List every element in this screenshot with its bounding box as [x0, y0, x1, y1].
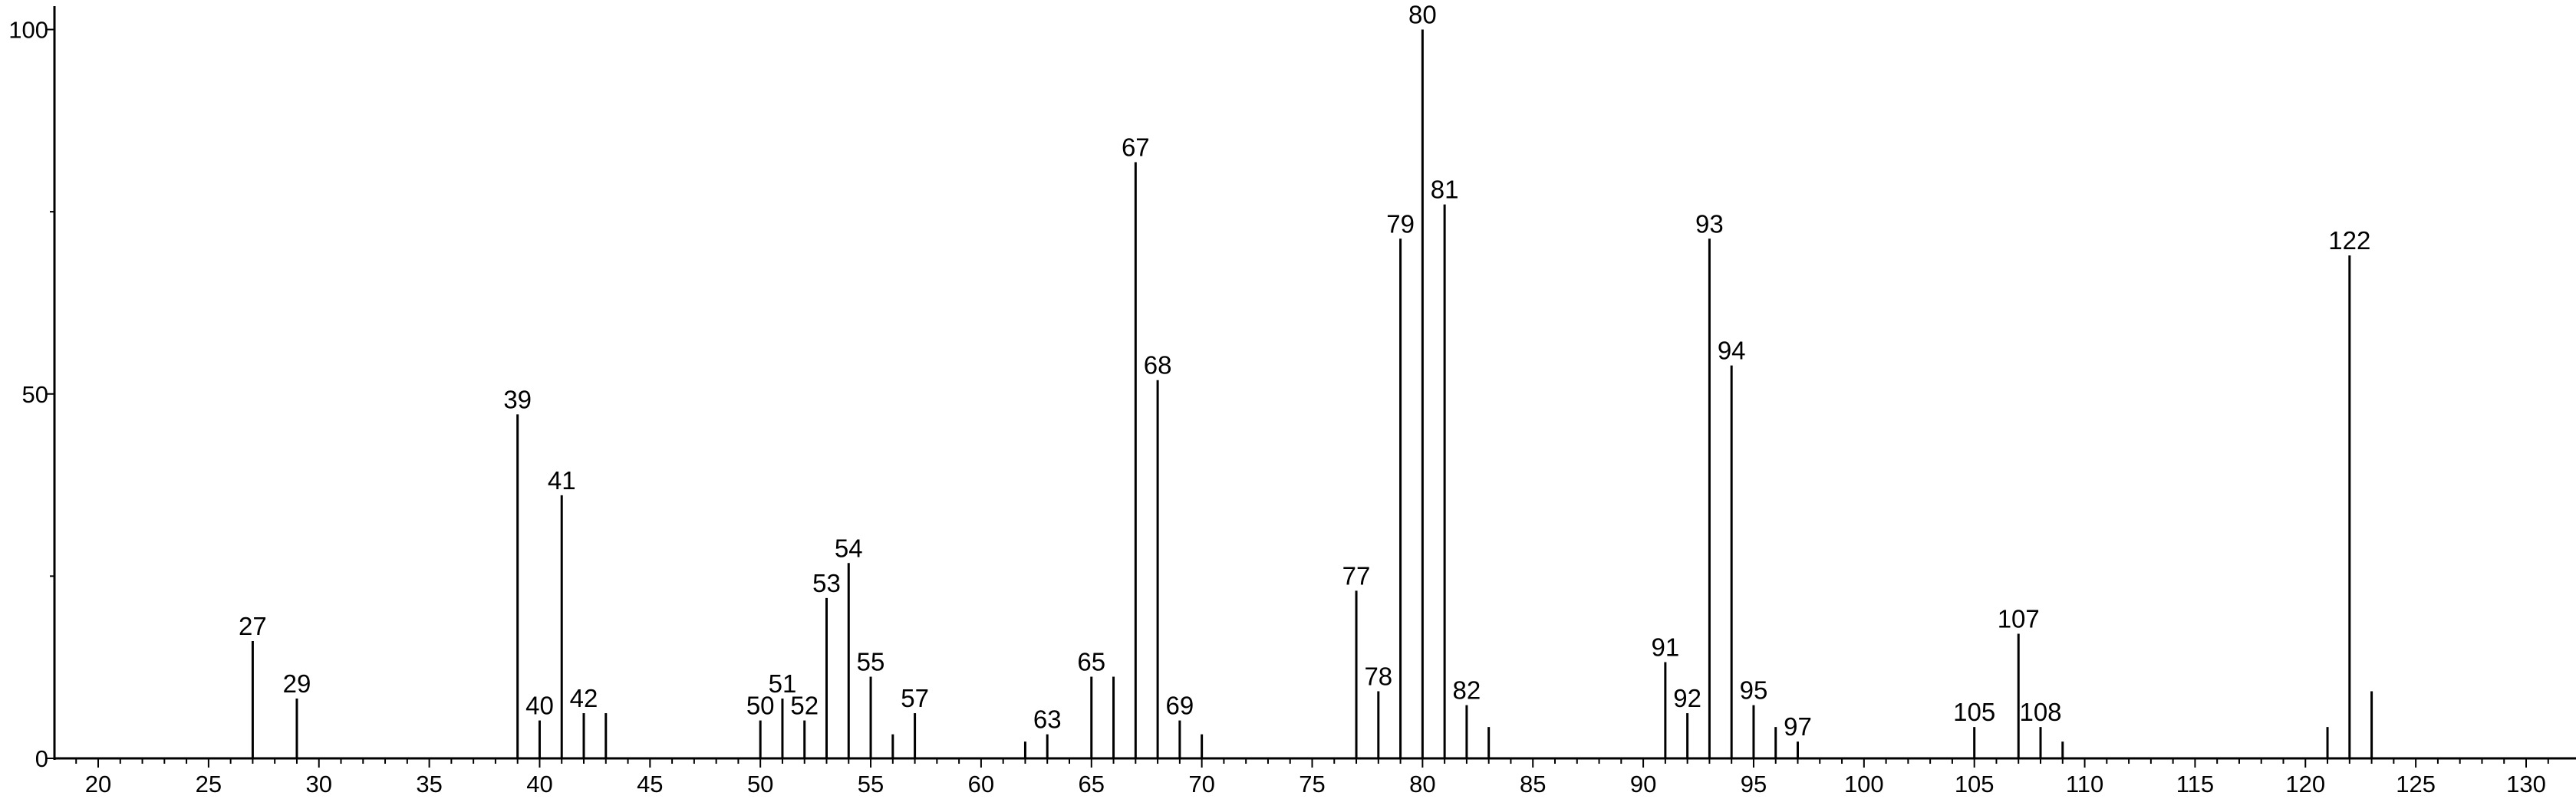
y-tick-label: 100	[8, 17, 48, 44]
peak-label: 78	[1364, 663, 1392, 691]
x-tick-label: 105	[1955, 771, 1995, 797]
x-tick-label: 80	[1409, 771, 1435, 797]
peak-label: 105	[1953, 698, 1995, 726]
peak-label: 107	[1998, 604, 2040, 633]
peak-label: 79	[1386, 209, 1415, 238]
x-tick-label: 110	[2066, 771, 2103, 797]
peak-label: 53	[812, 569, 841, 597]
peak-label: 41	[548, 466, 576, 495]
peak-label: 94	[1718, 337, 1746, 365]
peak-label: 122	[2328, 226, 2370, 255]
x-tick-label: 95	[1741, 771, 1767, 797]
peak-label: 54	[835, 534, 863, 562]
x-tick-label: 125	[2396, 771, 2436, 797]
peak-label: 95	[1740, 676, 1768, 705]
x-tick-label: 130	[2506, 771, 2546, 797]
peak-label: 57	[901, 684, 929, 712]
peak-label: 50	[746, 692, 775, 720]
x-tick-label: 45	[637, 771, 663, 797]
y-tick-label: 0	[35, 745, 48, 772]
x-tick-label: 75	[1299, 771, 1325, 797]
x-tick-label: 100	[1844, 771, 1884, 797]
x-tick-label: 70	[1188, 771, 1214, 797]
x-tick-label: 115	[2176, 771, 2214, 797]
peak-label: 51	[769, 669, 797, 698]
peak-label: 108	[2019, 698, 2061, 726]
peak-label: 67	[1122, 133, 1150, 161]
x-tick-label: 65	[1079, 771, 1105, 797]
peak-label: 52	[790, 692, 819, 720]
x-tick-label: 120	[2285, 771, 2325, 797]
peak-label: 39	[503, 385, 532, 413]
x-tick-label: 85	[1520, 771, 1546, 797]
peak-label: 93	[1695, 209, 1724, 238]
peak-label: 63	[1033, 705, 1062, 734]
peak-label: 81	[1431, 176, 1459, 204]
peak-label: 91	[1652, 633, 1680, 662]
peak-label: 77	[1342, 561, 1371, 590]
x-tick-label: 40	[526, 771, 552, 797]
peak-label: 82	[1453, 676, 1481, 705]
peak-label: 27	[239, 612, 267, 640]
peak-label: 80	[1408, 1, 1437, 29]
x-tick-label: 60	[968, 771, 994, 797]
peak-label: 97	[1784, 712, 1812, 741]
x-tick-label: 30	[305, 771, 331, 797]
x-tick-label: 25	[196, 771, 222, 797]
peak-label: 40	[525, 692, 554, 720]
peak-label: 55	[857, 648, 885, 676]
y-tick-label: 50	[22, 381, 48, 408]
x-tick-label: 20	[85, 771, 111, 797]
x-tick-label: 55	[858, 771, 884, 797]
peak-label: 42	[570, 684, 598, 712]
x-tick-label: 35	[416, 771, 442, 797]
peaks	[251, 29, 2373, 758]
axes: 20 25 30 35 40 45 50 55 60 65 70 75 80 85 90 95 100 105 11…	[8, 6, 2576, 797]
x-tick-label: 90	[1630, 771, 1656, 797]
peak-label: 68	[1144, 351, 1172, 380]
x-tick-label: 50	[747, 771, 773, 797]
peak-label: 69	[1166, 692, 1194, 720]
peak-label: 29	[283, 669, 311, 698]
peak-label: 92	[1673, 684, 1701, 712]
peak-label: 65	[1077, 648, 1105, 676]
